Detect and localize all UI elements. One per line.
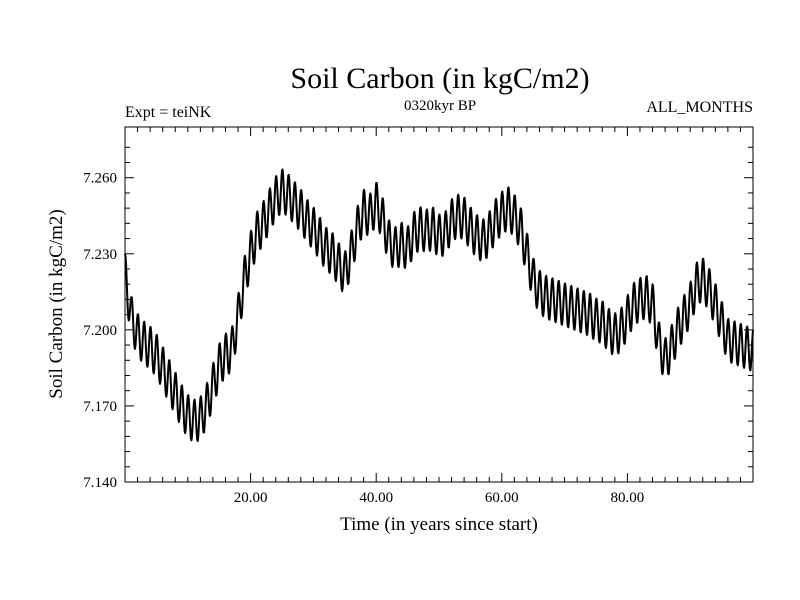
- y-tick-label: 7.230: [83, 247, 117, 263]
- x-tick-label: 60.00: [485, 490, 519, 506]
- plot-frame: [124, 126, 754, 483]
- x-tick-label: 80.00: [611, 490, 645, 506]
- y-tick-label: 7.260: [83, 171, 117, 187]
- experiment-label: Expt = teiNK: [125, 104, 212, 121]
- y-tick-label: 7.200: [83, 323, 117, 339]
- period-label: 0320kyr BP: [404, 98, 476, 114]
- series-line: [124, 168, 754, 442]
- x-axis-label: Time (in years since start): [340, 514, 538, 535]
- months-label: ALL_MONTHS: [646, 99, 753, 116]
- y-tick-label: 7.170: [83, 399, 117, 415]
- y-axis-label: Soil Carbon (in kgC/m2): [46, 209, 67, 398]
- x-tick-label: 20.00: [234, 490, 268, 506]
- axis-ticks: [125, 127, 753, 482]
- chart-title: Soil Carbon (in kgC/m2): [290, 62, 589, 95]
- x-tick-label: 40.00: [359, 490, 393, 506]
- axis-tick-labels: 20.00 40.00 60.00 80.00 7.140 7.170 7.200 7.230…: [83, 171, 644, 506]
- y-tick-label: 7.140: [83, 475, 117, 491]
